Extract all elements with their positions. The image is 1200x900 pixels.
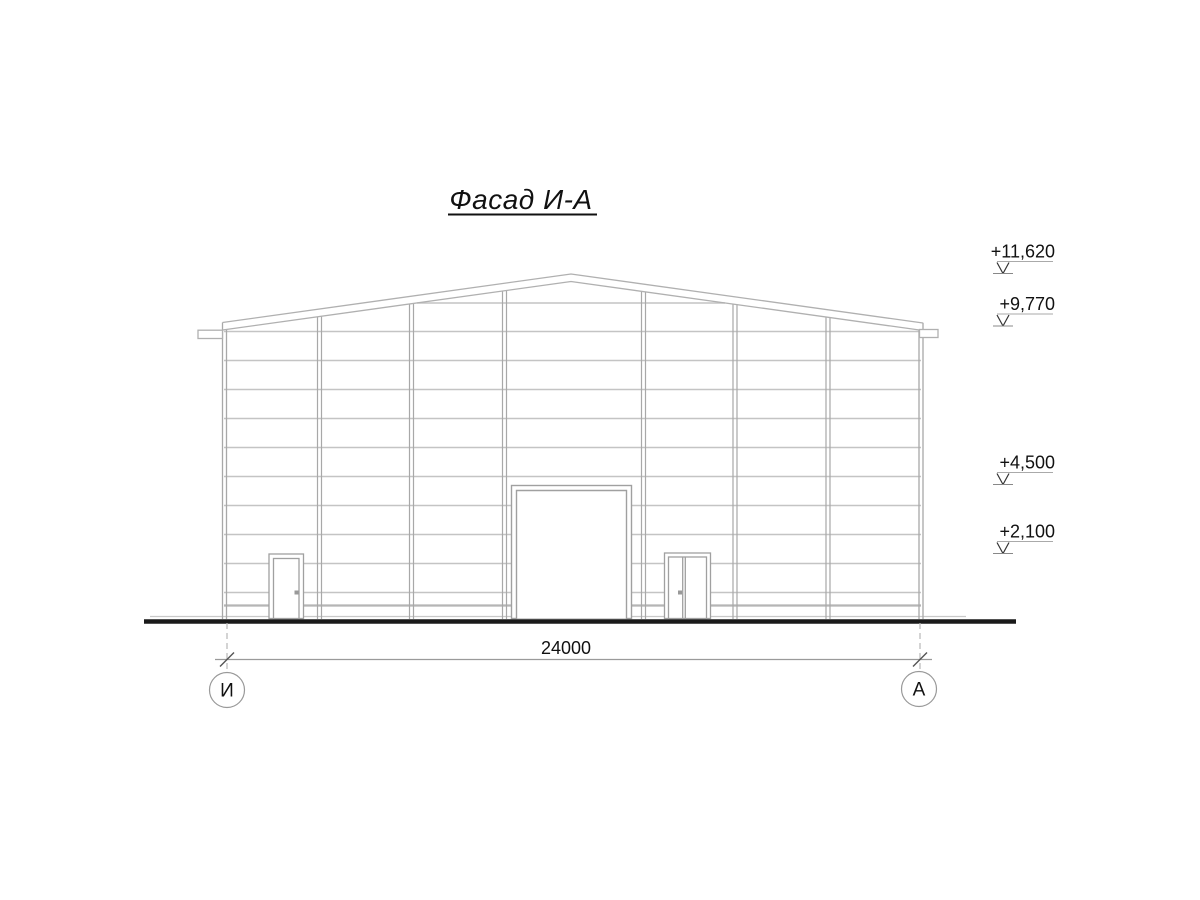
axis-label-left: И — [220, 681, 234, 702]
roof — [197, 273, 939, 340]
elevation-arrow-icon — [996, 262, 1010, 274]
right-door — [663, 552, 712, 620]
gate-inner-frame — [515, 489, 628, 619]
dimension-label: 24000 — [541, 638, 591, 658]
elevation-label: +11,620 — [991, 242, 1055, 262]
right-gutter — [918, 328, 939, 339]
corner-walls — [221, 322, 924, 619]
elevation-mark-door: +2,100 — [993, 522, 1055, 555]
door-handle-icon — [294, 590, 299, 595]
elevation-arrow-icon — [996, 473, 1010, 485]
elevation-label: +4,500 — [999, 453, 1055, 473]
elevation-mark-gate: +4,500 — [993, 453, 1055, 486]
gate-door — [510, 484, 633, 620]
elevation-arrow-icon — [996, 542, 1010, 554]
elevation-arrow-icon — [996, 314, 1010, 327]
left-gutter — [197, 329, 224, 340]
axis-bubble-right — [900, 670, 938, 708]
left-door-leaf — [272, 557, 300, 620]
elevation-mark-eaves: +9,770 — [993, 294, 1055, 327]
roof-lower-line — [222, 280, 924, 332]
right-door-leaves — [667, 556, 708, 620]
page-title: Фасад И-А — [449, 184, 592, 215]
column-mullions — [316, 290, 831, 619]
elevation-label: +2,100 — [999, 522, 1055, 542]
building-elevation — [150, 273, 966, 620]
roof-upper-line — [222, 273, 924, 324]
door-handle-icon — [678, 590, 682, 595]
dimension-group: 24000 И А — [208, 623, 938, 709]
dimension-tick — [219, 652, 235, 667]
elevation-label: +9,770 — [999, 294, 1055, 314]
dimension-tick — [912, 652, 928, 667]
axis-label-right: А — [913, 680, 926, 701]
axis-bubble-left — [208, 671, 246, 709]
elevation-mark-ridge: +11,620 — [991, 242, 1055, 275]
elevation-marks: +11,620 +9,770 +4,500 +2,100 — [991, 242, 1055, 555]
left-door — [268, 553, 305, 620]
